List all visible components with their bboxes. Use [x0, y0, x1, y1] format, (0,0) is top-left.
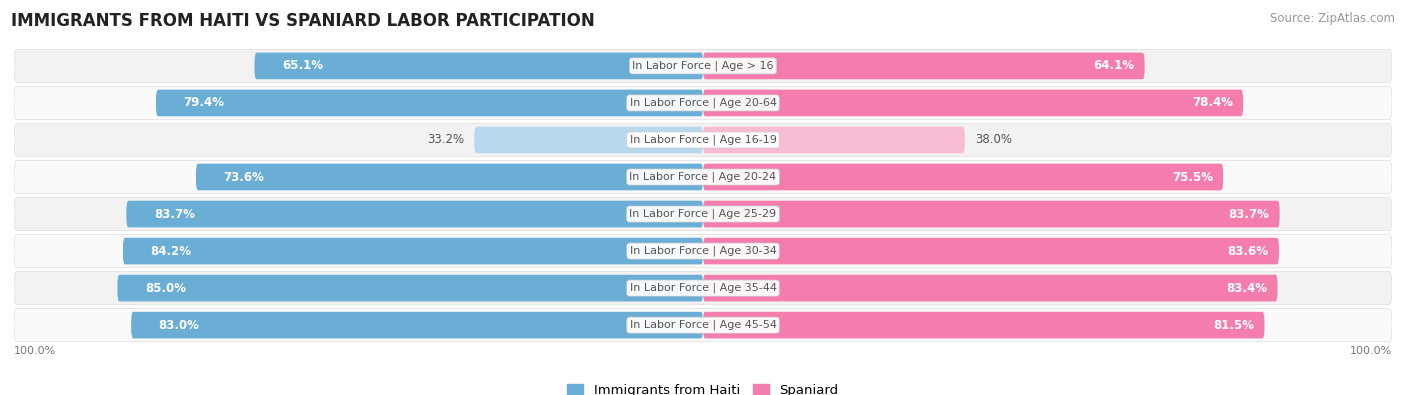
FancyBboxPatch shape [703, 164, 1223, 190]
Text: 64.1%: 64.1% [1094, 59, 1135, 72]
FancyBboxPatch shape [703, 312, 1264, 339]
Text: In Labor Force | Age 30-34: In Labor Force | Age 30-34 [630, 246, 776, 256]
Text: 83.4%: 83.4% [1226, 282, 1267, 295]
Text: 83.6%: 83.6% [1227, 245, 1268, 258]
Text: IMMIGRANTS FROM HAITI VS SPANIARD LABOR PARTICIPATION: IMMIGRANTS FROM HAITI VS SPANIARD LABOR … [11, 12, 595, 30]
Text: 83.7%: 83.7% [1229, 207, 1270, 220]
FancyBboxPatch shape [195, 164, 703, 190]
FancyBboxPatch shape [14, 308, 1392, 342]
FancyBboxPatch shape [474, 127, 703, 153]
FancyBboxPatch shape [122, 238, 703, 264]
FancyBboxPatch shape [254, 53, 703, 79]
Text: 75.5%: 75.5% [1171, 171, 1213, 184]
Text: In Labor Force | Age > 16: In Labor Force | Age > 16 [633, 61, 773, 71]
FancyBboxPatch shape [703, 275, 1278, 301]
FancyBboxPatch shape [14, 49, 1392, 83]
Text: In Labor Force | Age 16-19: In Labor Force | Age 16-19 [630, 135, 776, 145]
Text: 100.0%: 100.0% [1350, 346, 1392, 356]
Text: In Labor Force | Age 20-64: In Labor Force | Age 20-64 [630, 98, 776, 108]
Text: 83.7%: 83.7% [153, 207, 195, 220]
Text: 100.0%: 100.0% [14, 346, 56, 356]
Legend: Immigrants from Haiti, Spaniard: Immigrants from Haiti, Spaniard [562, 379, 844, 395]
Text: 73.6%: 73.6% [224, 171, 264, 184]
FancyBboxPatch shape [703, 90, 1243, 116]
Text: 81.5%: 81.5% [1213, 319, 1254, 332]
FancyBboxPatch shape [14, 124, 1392, 156]
FancyBboxPatch shape [14, 198, 1392, 231]
FancyBboxPatch shape [156, 90, 703, 116]
Text: In Labor Force | Age 45-54: In Labor Force | Age 45-54 [630, 320, 776, 330]
Text: 65.1%: 65.1% [283, 59, 323, 72]
FancyBboxPatch shape [703, 53, 1144, 79]
Text: 83.0%: 83.0% [159, 319, 200, 332]
FancyBboxPatch shape [703, 201, 1279, 228]
FancyBboxPatch shape [131, 312, 703, 339]
FancyBboxPatch shape [14, 235, 1392, 267]
FancyBboxPatch shape [703, 127, 965, 153]
FancyBboxPatch shape [117, 275, 703, 301]
Text: 85.0%: 85.0% [145, 282, 186, 295]
Text: In Labor Force | Age 35-44: In Labor Force | Age 35-44 [630, 283, 776, 293]
Text: In Labor Force | Age 20-24: In Labor Force | Age 20-24 [630, 172, 776, 182]
Text: 38.0%: 38.0% [976, 134, 1012, 147]
Text: 84.2%: 84.2% [150, 245, 191, 258]
Text: 78.4%: 78.4% [1192, 96, 1233, 109]
FancyBboxPatch shape [14, 272, 1392, 305]
FancyBboxPatch shape [127, 201, 703, 228]
Text: Source: ZipAtlas.com: Source: ZipAtlas.com [1270, 12, 1395, 25]
Text: 79.4%: 79.4% [184, 96, 225, 109]
Text: In Labor Force | Age 25-29: In Labor Force | Age 25-29 [630, 209, 776, 219]
FancyBboxPatch shape [703, 238, 1279, 264]
FancyBboxPatch shape [14, 87, 1392, 119]
Text: 33.2%: 33.2% [427, 134, 464, 147]
FancyBboxPatch shape [14, 160, 1392, 194]
